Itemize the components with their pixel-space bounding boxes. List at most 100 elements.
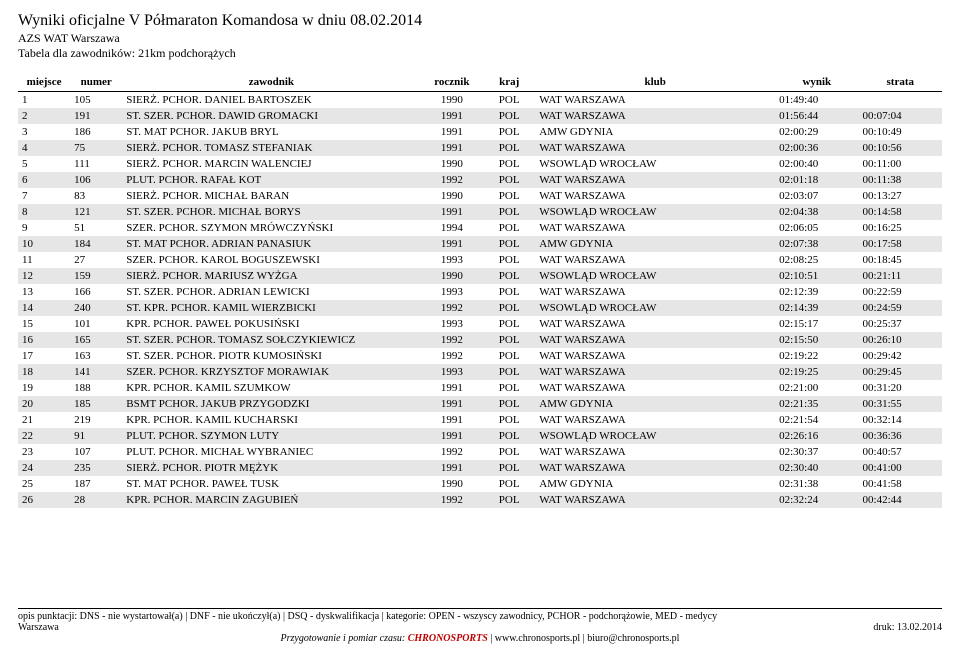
- cell-ctry: POL: [483, 156, 535, 172]
- cell-club: WAT WARSZAWA: [535, 380, 775, 396]
- cell-name: ST. MAT PCHOR. ADRIAN PANASIUK: [122, 236, 420, 252]
- cell-name: ST. SZER. PCHOR. MICHAŁ BORYS: [122, 204, 420, 220]
- cell-res: 02:15:50: [775, 332, 858, 348]
- cell-ctry: POL: [483, 428, 535, 444]
- cell-year: 1992: [421, 332, 484, 348]
- cell-name: SZER. PCHOR. KRZYSZTOF MORAWIAK: [122, 364, 420, 380]
- cell-year: 1993: [421, 316, 484, 332]
- cell-place: 21: [18, 412, 70, 428]
- cell-place: 5: [18, 156, 70, 172]
- cell-place: 22: [18, 428, 70, 444]
- cell-club: AMW GDYNIA: [535, 396, 775, 412]
- cell-num: 165: [70, 332, 122, 348]
- cell-num: 184: [70, 236, 122, 252]
- cell-name: SIERŻ. PCHOR. DANIEL BARTOSZEK: [122, 92, 420, 109]
- cell-num: 159: [70, 268, 122, 284]
- cell-ctry: POL: [483, 236, 535, 252]
- cell-name: ST. MAT PCHOR. PAWEŁ TUSK: [122, 476, 420, 492]
- cell-ctry: POL: [483, 140, 535, 156]
- cell-place: 1: [18, 92, 70, 109]
- cell-res: 02:19:25: [775, 364, 858, 380]
- cell-place: 17: [18, 348, 70, 364]
- cell-ctry: POL: [483, 460, 535, 476]
- footer-credits: Przygotowanie i pomiar czasu: CHRONOSPOR…: [18, 633, 942, 644]
- page: Wyniki oficjalne V Półmaraton Komandosa …: [0, 0, 960, 650]
- col-number: numer: [70, 73, 122, 92]
- cell-ctry: POL: [483, 220, 535, 236]
- cell-club: WAT WARSZAWA: [535, 140, 775, 156]
- footer-links: | www.chronosports.pl | biuro@chronospor…: [488, 633, 680, 644]
- table-row: 10184ST. MAT PCHOR. ADRIAN PANASIUK1991P…: [18, 236, 942, 252]
- cell-name: SIERŻ. PCHOR. MICHAŁ BARAN: [122, 188, 420, 204]
- cell-club: AMW GDYNIA: [535, 476, 775, 492]
- cell-club: WAT WARSZAWA: [535, 92, 775, 109]
- cell-loss: 00:36:36: [859, 428, 942, 444]
- cell-loss: 00:25:37: [859, 316, 942, 332]
- table-row: 23107PLUT. PCHOR. MICHAŁ WYBRANIEC1992PO…: [18, 444, 942, 460]
- cell-name: ST. SZER. PCHOR. ADRIAN LEWICKI: [122, 284, 420, 300]
- table-row: 14240ST. KPR. PCHOR. KAMIL WIERZBICKI199…: [18, 300, 942, 316]
- cell-name: PLUT. PCHOR. SZYMON LUTY: [122, 428, 420, 444]
- cell-num: 186: [70, 124, 122, 140]
- cell-loss: 00:14:58: [859, 204, 942, 220]
- cell-year: 1990: [421, 268, 484, 284]
- table-row: 21219KPR. PCHOR. KAMIL KUCHARSKI1991POLW…: [18, 412, 942, 428]
- table-row: 6106PLUT. PCHOR. RAFAŁ KOT1992POLWAT WAR…: [18, 172, 942, 188]
- cell-num: 83: [70, 188, 122, 204]
- table-row: 2191ST. SZER. PCHOR. DAWID GROMACKI1991P…: [18, 108, 942, 124]
- cell-ctry: POL: [483, 476, 535, 492]
- cell-res: 01:56:44: [775, 108, 858, 124]
- cell-name: ST. SZER. PCHOR. TOMASZ SOŁCZYKIEWICZ: [122, 332, 420, 348]
- cell-ctry: POL: [483, 492, 535, 508]
- cell-loss: [859, 92, 942, 109]
- cell-num: 166: [70, 284, 122, 300]
- cell-name: KPR. PCHOR. MARCIN ZAGUBIEŃ: [122, 492, 420, 508]
- cell-res: 02:21:00: [775, 380, 858, 396]
- cell-num: 240: [70, 300, 122, 316]
- cell-num: 185: [70, 396, 122, 412]
- table-row: 2628KPR. PCHOR. MARCIN ZAGUBIEŃ1992POLWA…: [18, 492, 942, 508]
- cell-loss: 00:16:25: [859, 220, 942, 236]
- cell-club: WSOWLĄD WROCŁAW: [535, 268, 775, 284]
- cell-ctry: POL: [483, 396, 535, 412]
- cell-place: 10: [18, 236, 70, 252]
- cell-res: 02:30:40: [775, 460, 858, 476]
- cell-loss: 00:31:20: [859, 380, 942, 396]
- cell-club: WAT WARSZAWA: [535, 348, 775, 364]
- cell-club: WAT WARSZAWA: [535, 492, 775, 508]
- cell-name: KPR. PCHOR. KAMIL KUCHARSKI: [122, 412, 420, 428]
- cell-res: 02:01:18: [775, 172, 858, 188]
- cell-club: WAT WARSZAWA: [535, 252, 775, 268]
- cell-loss: 00:32:14: [859, 412, 942, 428]
- cell-num: 141: [70, 364, 122, 380]
- cell-club: AMW GDYNIA: [535, 236, 775, 252]
- cell-place: 25: [18, 476, 70, 492]
- cell-num: 188: [70, 380, 122, 396]
- table-row: 24235SIERŻ. PCHOR. PIOTR MĘŻYK1991POLWAT…: [18, 460, 942, 476]
- table-row: 16165ST. SZER. PCHOR. TOMASZ SOŁCZYKIEWI…: [18, 332, 942, 348]
- cell-club: WAT WARSZAWA: [535, 460, 775, 476]
- cell-place: 14: [18, 300, 70, 316]
- cell-name: PLUT. PCHOR. MICHAŁ WYBRANIEC: [122, 444, 420, 460]
- table-row: 8121ST. SZER. PCHOR. MICHAŁ BORYS1991POL…: [18, 204, 942, 220]
- col-club: klub: [535, 73, 775, 92]
- cell-place: 26: [18, 492, 70, 508]
- cell-year: 1991: [421, 428, 484, 444]
- cell-loss: 00:26:10: [859, 332, 942, 348]
- footer-legend: opis punktacji: DNS - nie wystartował(a)…: [18, 611, 942, 622]
- cell-loss: 00:18:45: [859, 252, 942, 268]
- table-row: 1127SZER. PCHOR. KAROL BOGUSZEWSKI1993PO…: [18, 252, 942, 268]
- cell-name: SIERŻ. PCHOR. MARCIN WALENCIEJ: [122, 156, 420, 172]
- table-row: 3186ST. MAT PCHOR. JAKUB BRYL1991POLAMW …: [18, 124, 942, 140]
- cell-ctry: POL: [483, 252, 535, 268]
- cell-year: 1992: [421, 348, 484, 364]
- cell-club: WSOWLĄD WROCŁAW: [535, 300, 775, 316]
- cell-year: 1993: [421, 284, 484, 300]
- cell-name: PLUT. PCHOR. RAFAŁ KOT: [122, 172, 420, 188]
- cell-ctry: POL: [483, 316, 535, 332]
- cell-place: 11: [18, 252, 70, 268]
- cell-loss: 00:41:58: [859, 476, 942, 492]
- table-row: 18141SZER. PCHOR. KRZYSZTOF MORAWIAK1993…: [18, 364, 942, 380]
- cell-num: 105: [70, 92, 122, 109]
- cell-place: 13: [18, 284, 70, 300]
